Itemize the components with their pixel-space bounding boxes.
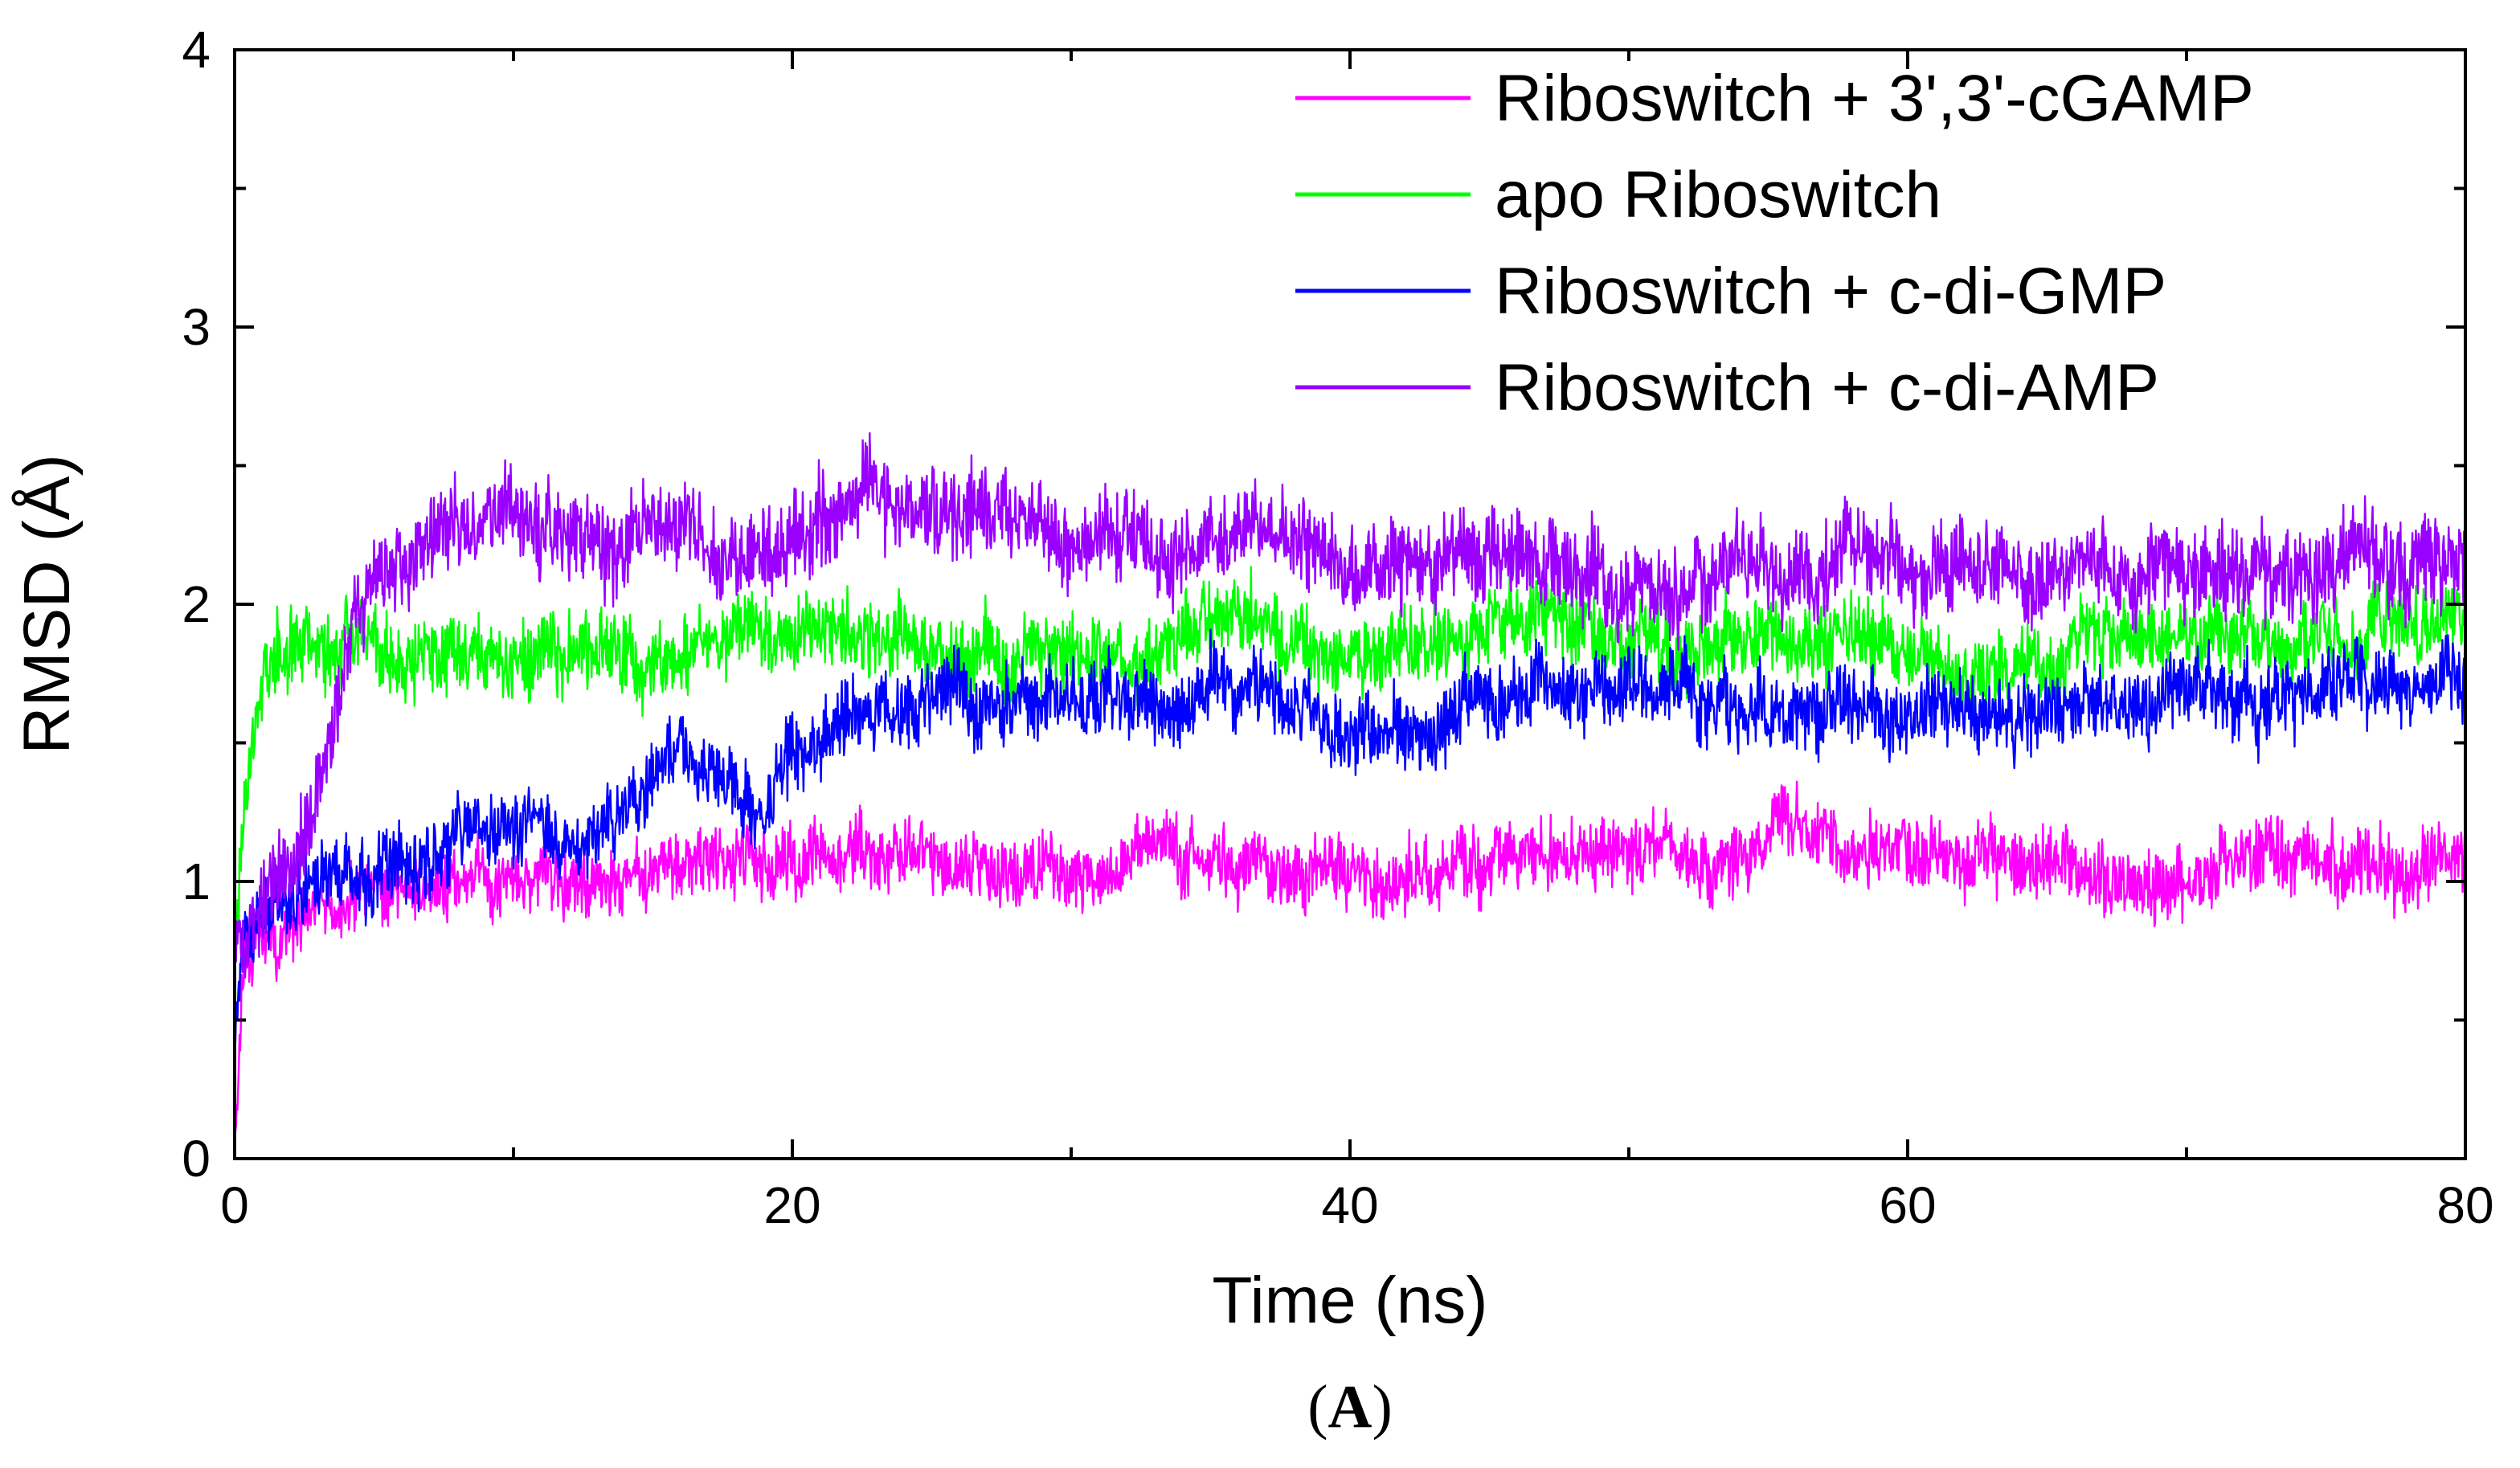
legend-label: Riboswitch + c-di-AMP [1495, 351, 2159, 424]
y-tick-label: 2 [182, 575, 211, 633]
y-tick-label: 0 [182, 1130, 211, 1188]
series-line-3 [233, 628, 2467, 1045]
series-layer [233, 431, 2467, 1159]
x-tick-label: 80 [2436, 1176, 2493, 1234]
y-tick-label: 3 [182, 298, 211, 356]
panel-label: (A) [1307, 1373, 1393, 1441]
legend-label: Riboswitch + 3',3'-cGAMP [1495, 62, 2254, 135]
legend-label: apo Riboswitch [1495, 158, 1941, 231]
legend: Riboswitch + 3',3'-cGAMP apo Riboswitch Ri… [1295, 62, 2254, 424]
legend-label: Riboswitch + c-di-GMP [1495, 255, 2166, 328]
x-axis: 0 20 40 60 80 [220, 50, 2494, 1234]
x-tick-label: 40 [1321, 1176, 1378, 1234]
x-tick-label: 20 [763, 1176, 820, 1234]
series-line-1 [233, 780, 2467, 1159]
y-tick-label: 1 [182, 853, 211, 910]
panel-letter: A [1328, 1373, 1372, 1441]
y-axis-label: RMSD (Å) [10, 454, 84, 754]
y-axis: 0 1 2 3 4 [182, 21, 2465, 1188]
x-axis-label: Time (ns) [1212, 1264, 1487, 1337]
x-tick-label: 0 [220, 1176, 249, 1234]
x-tick-label: 60 [1879, 1176, 1936, 1234]
series-line-4 [233, 431, 2467, 979]
y-tick-label: 4 [182, 21, 211, 79]
series-line-2 [233, 566, 2467, 965]
